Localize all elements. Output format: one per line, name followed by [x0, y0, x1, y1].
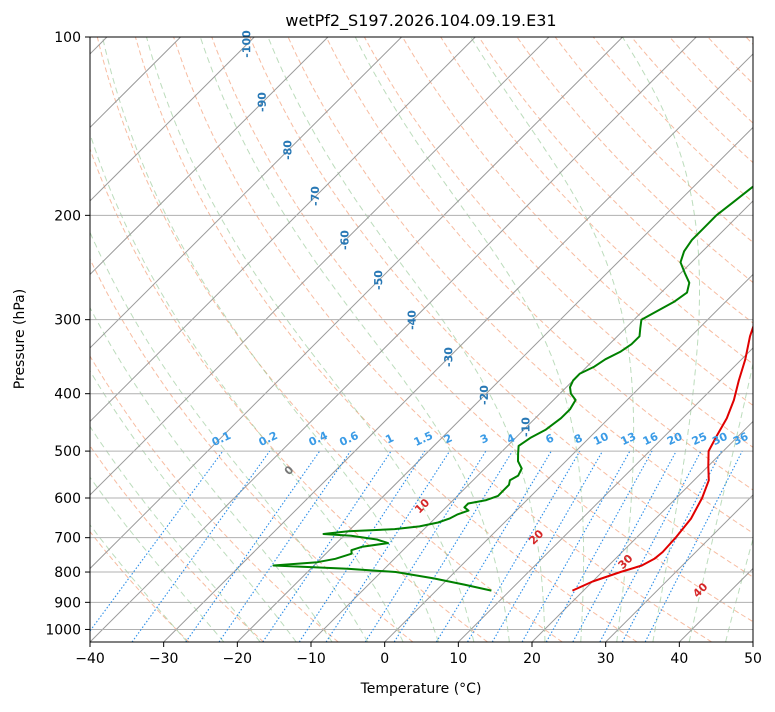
x-tick-label: 50	[744, 651, 762, 667]
y-tick-label: 500	[54, 444, 81, 460]
x-axis-label: Temperature (°C)	[360, 681, 482, 697]
y-tick-label: 1000	[45, 622, 81, 638]
isotherm-label: -40	[406, 310, 419, 330]
x-tick-label: 20	[523, 651, 541, 667]
y-tick-label: 800	[54, 565, 81, 581]
y-axis-label: Pressure (hPa)	[12, 289, 28, 389]
isotherm-label: -50	[372, 270, 385, 290]
isotherm-label: -10	[519, 417, 532, 437]
y-tick-label: 700	[54, 531, 81, 547]
x-tick-label: −30	[149, 651, 179, 667]
y-tick-label: 300	[54, 313, 81, 329]
x-tick-label: −20	[223, 651, 253, 667]
y-tick-label: 200	[54, 208, 81, 224]
x-tick-label: −10	[296, 651, 326, 667]
isotherm-label: -20	[478, 385, 491, 405]
isotherm-label: -90	[256, 92, 269, 112]
x-tick-label: 40	[670, 651, 688, 667]
y-tick-label: 600	[54, 491, 81, 507]
isotherm-label: -30	[442, 347, 455, 367]
isotherm-label: -100	[240, 30, 253, 58]
y-tick-label: 100	[54, 30, 81, 46]
isotherm-label: -80	[281, 140, 294, 160]
x-tick-label: 0	[380, 651, 389, 667]
isotherm-label: -70	[309, 186, 322, 206]
x-tick-label: −40	[75, 651, 105, 667]
chart-title: wetPf2_S197.2026.104.09.19.E31	[285, 11, 556, 31]
y-tick-label: 900	[54, 595, 81, 611]
isotherm-label: -60	[338, 230, 351, 250]
x-tick-label: 30	[597, 651, 615, 667]
x-tick-label: 10	[449, 651, 467, 667]
y-tick-label: 400	[54, 387, 81, 403]
